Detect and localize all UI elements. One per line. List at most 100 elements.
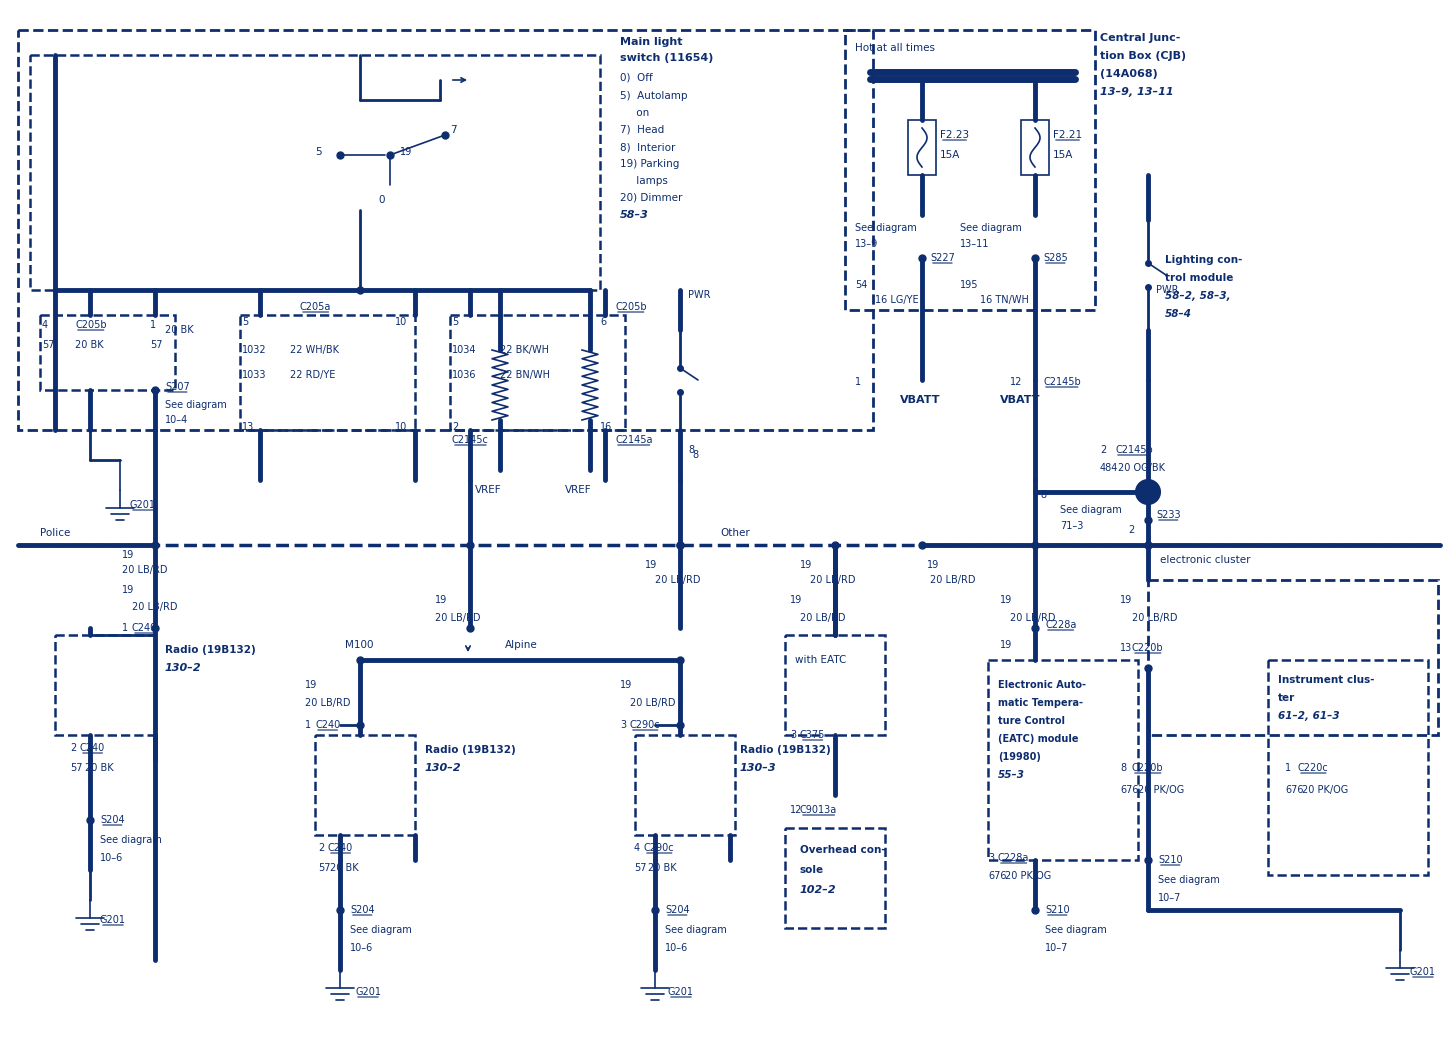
Text: 16: 16 [600, 422, 613, 432]
Text: See diagram: See diagram [165, 400, 227, 410]
Text: 22 RD/YE: 22 RD/YE [290, 370, 335, 380]
Text: 8)  Interior: 8) Interior [620, 142, 676, 152]
Text: 19: 19 [620, 680, 632, 690]
Text: ter: ter [1278, 693, 1296, 703]
Text: electronic cluster: electronic cluster [1160, 555, 1251, 565]
Text: 22 BK/WH: 22 BK/WH [499, 345, 549, 355]
Bar [55, 635, 154, 735]
Text: 57: 57 [70, 763, 83, 773]
Text: 20 LB/RD: 20 LB/RD [799, 613, 846, 623]
Bar [1021, 120, 1048, 175]
Text: 20 BK: 20 BK [648, 863, 677, 873]
Text: G201: G201 [100, 915, 127, 925]
Text: VREF: VREF [475, 485, 502, 495]
Text: 676: 676 [1120, 785, 1139, 795]
Text: 20 LB/RD: 20 LB/RD [122, 565, 167, 575]
Text: 7: 7 [450, 125, 457, 135]
Text: S210: S210 [1158, 855, 1182, 865]
Text: 2: 2 [1099, 445, 1107, 456]
Text: 20 LB/RD: 20 LB/RD [630, 698, 676, 708]
Text: 19: 19 [645, 560, 657, 570]
Text: Radio (19B132): Radio (19B132) [740, 745, 831, 755]
Text: C290c: C290c [630, 720, 661, 730]
Text: Main light: Main light [620, 37, 683, 47]
Text: 10–6: 10–6 [665, 943, 689, 953]
Text: S207: S207 [165, 382, 189, 392]
Text: 10–4: 10–4 [165, 415, 188, 425]
Text: tion Box (CJB): tion Box (CJB) [1099, 51, 1187, 61]
Text: (19980): (19980) [997, 752, 1041, 762]
Text: See diagram: See diagram [855, 223, 917, 233]
Text: Lighting con-: Lighting con- [1165, 255, 1242, 265]
Text: Central Junc-: Central Junc- [1099, 33, 1181, 43]
Text: ture Control: ture Control [997, 716, 1064, 726]
Text: 130–2: 130–2 [165, 664, 201, 673]
Text: 19: 19 [927, 560, 939, 570]
Text: 1034: 1034 [451, 345, 476, 355]
Text: 13: 13 [1120, 643, 1133, 653]
Text: 57: 57 [633, 863, 646, 873]
Text: 4: 4 [633, 843, 641, 853]
Text: See diagram: See diagram [1060, 505, 1121, 515]
Text: C9013a: C9013a [799, 805, 837, 815]
Text: 20 PK/OG: 20 PK/OG [1139, 785, 1184, 795]
Text: 1: 1 [304, 720, 312, 730]
Text: G201: G201 [355, 987, 381, 997]
Text: S204: S204 [100, 815, 125, 825]
Bar [909, 120, 936, 175]
Text: 20 LB/RD: 20 LB/RD [132, 602, 178, 612]
Text: VBATT: VBATT [1000, 395, 1041, 405]
Text: 0)  Off: 0) Off [620, 73, 652, 83]
Text: 102–2: 102–2 [799, 885, 837, 895]
Text: 10: 10 [395, 317, 408, 327]
Text: VREF: VREF [565, 485, 591, 495]
Text: Instrument clus-: Instrument clus- [1278, 675, 1374, 685]
Text: C228a: C228a [1045, 620, 1076, 630]
Text: switch (11654): switch (11654) [620, 53, 713, 63]
Text: 57: 57 [317, 863, 331, 873]
Text: 10: 10 [395, 422, 408, 432]
Text: 0: 0 [379, 196, 384, 205]
Text: 19: 19 [1000, 595, 1012, 605]
Text: 1032: 1032 [242, 345, 266, 355]
Text: 5)  Autolamp: 5) Autolamp [620, 90, 687, 101]
Text: C2145b: C2145b [1115, 445, 1153, 456]
Text: S285: S285 [1042, 253, 1067, 263]
Text: 20 LB/RD: 20 LB/RD [1131, 613, 1178, 623]
Text: Hot at all times: Hot at all times [855, 43, 935, 53]
Text: 1: 1 [150, 320, 156, 330]
Text: 13: 13 [242, 422, 255, 432]
Text: 22 WH/BK: 22 WH/BK [290, 345, 339, 355]
Text: 57: 57 [150, 340, 163, 350]
Text: 20 BK: 20 BK [76, 340, 103, 350]
Text: 3: 3 [620, 720, 626, 730]
Text: 2: 2 [451, 422, 459, 432]
Text: 2: 2 [1128, 525, 1134, 535]
Text: C2145a: C2145a [614, 435, 652, 445]
Text: 20 LB/RD: 20 LB/RD [1010, 613, 1056, 623]
Text: 195: 195 [960, 280, 978, 290]
Text: 20 LB/RD: 20 LB/RD [435, 613, 480, 623]
Text: PWR: PWR [689, 290, 711, 300]
Text: 20) Dimmer: 20) Dimmer [620, 193, 683, 203]
Text: C290c: C290c [644, 843, 674, 853]
Text: 1036: 1036 [451, 370, 476, 380]
Text: 1: 1 [1286, 763, 1291, 773]
Text: Radio (19B132): Radio (19B132) [425, 745, 515, 755]
Text: 1: 1 [855, 376, 860, 387]
Text: 3: 3 [791, 730, 796, 740]
Text: C240: C240 [314, 720, 341, 730]
Text: C220b: C220b [1131, 643, 1163, 653]
Text: S210: S210 [1045, 905, 1070, 915]
Text: 19) Parking: 19) Parking [620, 159, 680, 168]
Text: S233: S233 [1156, 510, 1181, 520]
Text: See diagram: See diagram [100, 835, 162, 844]
Text: F2.23: F2.23 [941, 130, 970, 140]
Text: C220c: C220c [1297, 763, 1329, 773]
Text: 19: 19 [122, 550, 134, 560]
Text: 61–2, 61–3: 61–2, 61–3 [1278, 711, 1340, 721]
Text: See diagram: See diagram [665, 925, 727, 935]
Bar [785, 635, 885, 735]
Text: 13–11: 13–11 [960, 239, 990, 249]
Text: (EATC) module: (EATC) module [997, 734, 1079, 744]
